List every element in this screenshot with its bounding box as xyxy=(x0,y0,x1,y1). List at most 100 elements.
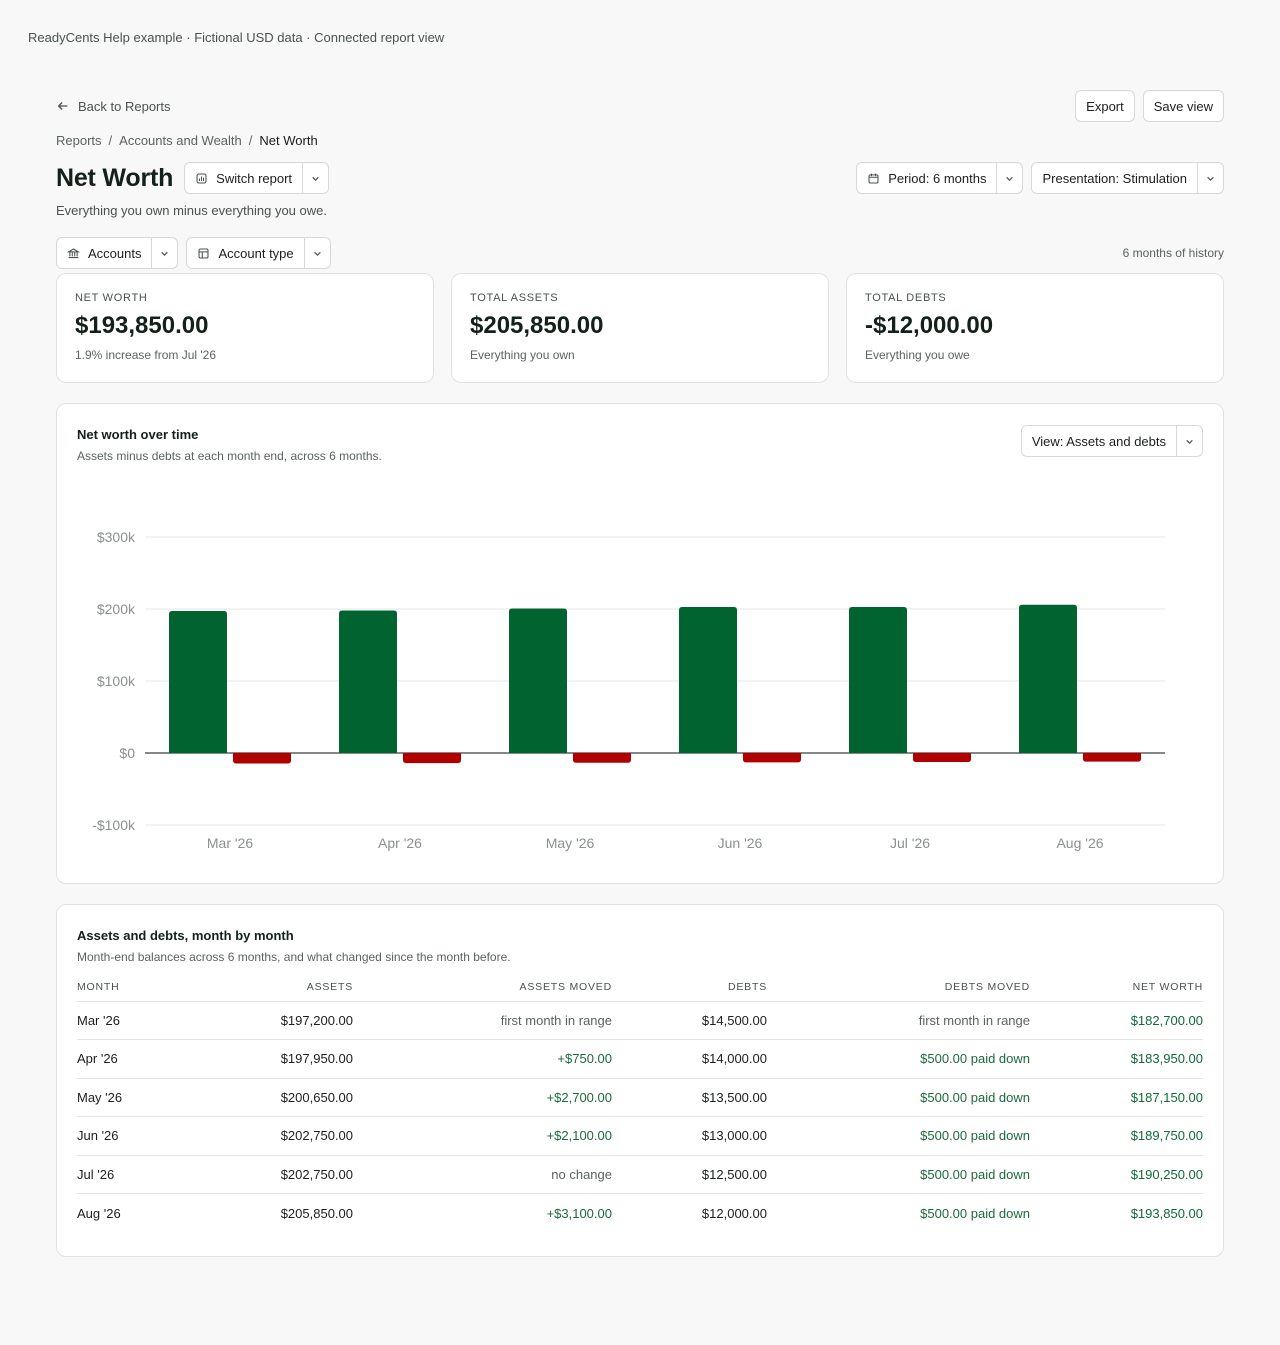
card-note: Everything you own xyxy=(470,348,575,362)
cell-assets: $202,750.00 xyxy=(197,1155,353,1194)
top-bar: Back to Reports Export Save view xyxy=(56,90,1224,122)
cell-net-worth: $189,750.00 xyxy=(1030,1116,1203,1156)
cell-net-worth: $187,150.00 xyxy=(1030,1078,1203,1117)
assets-bar xyxy=(849,607,907,753)
account-type-filter-caret[interactable] xyxy=(303,238,330,268)
cell-month: Jul '26 xyxy=(77,1155,197,1194)
cell-assets-moved: +$2,700.00 xyxy=(353,1078,612,1117)
page-title: Net Worth xyxy=(56,163,174,192)
debts-bar xyxy=(743,753,801,763)
accounts-filter-button[interactable]: Accounts xyxy=(57,238,151,268)
breadcrumb-accounts-and-wealth[interactable]: Accounts and Wealth xyxy=(119,133,242,148)
chart-view-label: View: Assets and debts xyxy=(1031,433,1166,449)
net-worth-card: NET WORTH $193,850.00 1.9% increase from… xyxy=(56,273,434,383)
monthly-table: MONTH ASSETS ASSETS MOVED DEBTS DEBTS MO… xyxy=(77,977,1203,1232)
debts-bar xyxy=(233,753,291,764)
assets-bar xyxy=(509,608,567,753)
chevron-down-icon xyxy=(1207,176,1214,181)
chart-view-select[interactable]: View: Assets and debts xyxy=(1020,425,1203,457)
total-debts-card: TOTAL DEBTS -$12,000.00 Everything you o… xyxy=(846,273,1224,383)
cell-month: Jun '26 xyxy=(77,1116,197,1156)
cell-month: Aug '26 xyxy=(77,1205,121,1221)
accounts-filter-caret[interactable] xyxy=(151,238,177,268)
chevron-down-icon xyxy=(1186,439,1193,444)
title-row: Net Worth Switch report Period: 6 months… xyxy=(56,160,1224,196)
accounts-filter-label: Accounts xyxy=(88,245,142,261)
cell-debts-moved: first month in range xyxy=(767,1001,1030,1040)
account-type-filter-label: Account type xyxy=(218,245,294,261)
presentation-caret[interactable] xyxy=(1197,163,1223,193)
cell-debts: $14,500.00 xyxy=(612,1001,767,1040)
chevron-down-icon xyxy=(161,251,169,256)
chart-view-caret[interactable] xyxy=(1176,426,1202,456)
cell-debts-moved: $500.00 paid down xyxy=(767,1116,1030,1156)
debts-bar xyxy=(913,753,971,762)
chart-view-button[interactable]: View: Assets and debts xyxy=(1022,426,1176,456)
x-tick-label: May '26 xyxy=(546,835,595,851)
period-caret[interactable] xyxy=(996,163,1022,193)
total-assets-card: TOTAL ASSETS $205,850.00 Everything you … xyxy=(451,273,829,383)
account-type-filter-button[interactable]: Account type xyxy=(187,238,303,268)
presentation-button[interactable]: Presentation: Stimulation xyxy=(1032,163,1197,193)
header-debts-moved: DEBTS MOVED xyxy=(767,977,1030,1002)
header-net-worth: NET WORTH xyxy=(1030,977,1203,1002)
breadcrumb-reports[interactable]: Reports xyxy=(56,133,102,148)
y-tick-label: $200k xyxy=(97,601,136,617)
card-value: -$12,000.00 xyxy=(865,312,994,339)
cell-month: Apr '26 xyxy=(77,1039,197,1079)
cell-debts-moved: $500.00 paid down xyxy=(767,1039,1030,1079)
chart-title: Net worth over time xyxy=(77,427,199,442)
card-value: $193,850.00 xyxy=(75,312,209,339)
table-row: Aug '26 $205,850.00 +$3,100.00 $12,000.0… xyxy=(77,1194,1203,1233)
debts-bar xyxy=(403,753,461,764)
period-button[interactable]: Period: 6 months xyxy=(857,163,996,193)
card-label: TOTAL DEBTS xyxy=(865,292,947,304)
period-select[interactable]: Period: 6 months xyxy=(856,162,1024,194)
net-worth-chart: $300k $200k $100k $0 -$100k Mar '26 Apr '26 May… xyxy=(92,529,1165,851)
x-tick-label: Mar '26 xyxy=(207,835,253,851)
header-assets-moved: ASSETS MOVED xyxy=(353,977,612,1002)
cell-debts: $14,000.00 xyxy=(612,1039,767,1079)
breadcrumb-separator: / xyxy=(248,133,253,148)
cell-debts: $13,500.00 xyxy=(612,1078,767,1117)
card-label: TOTAL ASSETS xyxy=(470,292,559,304)
export-button[interactable]: Export xyxy=(1075,90,1135,122)
cell-assets-moved: no change xyxy=(353,1155,612,1194)
cell-net-worth: $193,850.00 xyxy=(1130,1205,1203,1221)
history-range-label: 6 months of history xyxy=(1122,246,1224,260)
cell-assets: $197,950.00 xyxy=(197,1039,353,1079)
bank-icon xyxy=(67,247,80,258)
cell-assets-moved: +$2,100.00 xyxy=(353,1116,612,1156)
y-tick-label: $0 xyxy=(119,745,135,761)
card-value: $205,850.00 xyxy=(470,312,604,339)
cell-net-worth: $190,250.00 xyxy=(1030,1155,1203,1194)
summary-cards: NET WORTH $193,850.00 1.9% increase from… xyxy=(56,273,1224,383)
switch-report-caret[interactable] xyxy=(302,163,328,193)
assets-bar xyxy=(679,607,737,753)
cell-month: May '26 xyxy=(77,1078,197,1117)
accounts-filter[interactable]: Accounts xyxy=(56,237,179,269)
back-to-reports-link[interactable]: Back to Reports xyxy=(56,99,171,114)
cell-assets: $202,750.00 xyxy=(197,1116,353,1156)
cell-assets-moved: first month in range xyxy=(353,1001,612,1040)
presentation-select[interactable]: Presentation: Stimulation xyxy=(1031,162,1224,194)
switch-report-button[interactable]: Switch report xyxy=(185,163,302,193)
cell-debts-moved: $500.00 paid down xyxy=(920,1205,1030,1221)
y-tick-label: $100k xyxy=(97,673,136,689)
assets-bar xyxy=(169,611,227,753)
cell-debts: $12,000.00 xyxy=(701,1205,767,1221)
chart-panel: $300k $200k $100k $0 -$100k Mar '26 Apr '26 May… xyxy=(56,403,1224,884)
cell-month: Mar '26 xyxy=(77,1001,197,1040)
presentation-label: Presentation: Stimulation xyxy=(1042,170,1187,186)
switch-report-select[interactable]: Switch report xyxy=(184,162,330,194)
breadcrumb-current: Net Worth xyxy=(259,133,318,148)
cell-assets: $197,200.00 xyxy=(197,1001,353,1040)
save-view-button[interactable]: Save view xyxy=(1142,90,1224,122)
breadcrumb-separator: / xyxy=(108,133,113,148)
chart-subtitle: Assets minus debts at each month end, ac… xyxy=(77,449,382,463)
cell-assets-moved: +$3,100.00 xyxy=(546,1205,612,1221)
table-row: Jul '26 $202,750.00 no change $12,500.00… xyxy=(77,1155,1203,1194)
account-type-filter[interactable]: Account type xyxy=(186,237,331,269)
y-tick-label: -$100k xyxy=(92,817,136,833)
header-month: MONTH xyxy=(77,977,197,1002)
